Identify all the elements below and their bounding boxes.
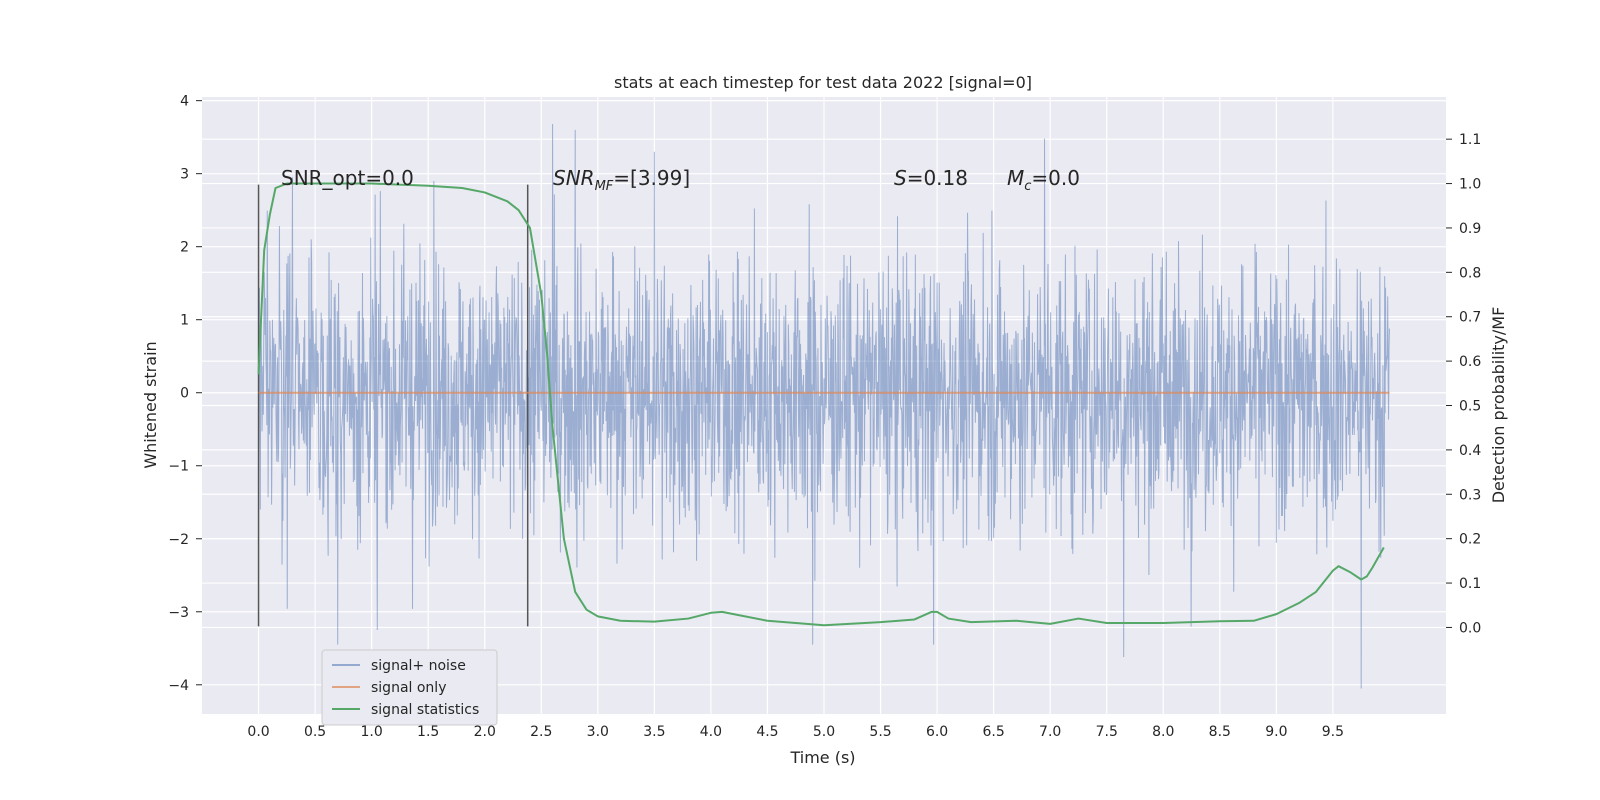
y-tick-label: −2 [168,532,189,548]
x-tick-label: 5.0 [813,724,835,740]
right-axis-tick-label: 1.1 [1459,132,1481,148]
y-tick-label: 4 [180,94,189,110]
right-axis-tick-label: 0.3 [1459,487,1481,503]
x-tick-label: 9.5 [1322,724,1344,740]
signal-statistics-line [257,182,1385,627]
right-axis-tick-label: 0.9 [1459,221,1481,237]
y-tick-label: 0 [180,386,189,402]
s-annotation: S=0.18 [894,166,968,190]
x-tick-label: 1.5 [417,724,439,740]
x-tick-label: 3.0 [587,724,609,740]
legend-label-signal-only: signal only [371,680,446,696]
snr-mf-annotation: SNRMF=[3.99] [553,166,690,194]
x-tick-label: 7.5 [1096,724,1118,740]
x-tick-label: 5.5 [869,724,891,740]
x-tick-label: 1.0 [361,724,383,740]
x-tick-label: 2.0 [474,724,496,740]
signal-statistics-series [257,182,1385,627]
mc-annotation: Mc=0.0 [1007,166,1080,194]
x-tick-label: 7.0 [1039,724,1061,740]
y-tick-label: 1 [180,313,189,329]
x-tick-label: 0.5 [304,724,326,740]
x-tick-label: 6.5 [983,724,1005,740]
x-tick-label: 8.0 [1152,724,1174,740]
right-axis-tick-label: 0.4 [1459,443,1481,459]
y-tick-label: −4 [168,678,189,694]
chart-title: stats at each timestep for test data 202… [614,73,1032,92]
x-axis-ticks: 0.0 0.5 1.0 1.5 2.0 2.5 3.0 3.5 4.0 4.5 5.0 5.5 6.0 6… [247,724,1344,740]
y-tick-label: −1 [168,459,189,475]
y-axis-ticks: 4 3 2 1 0 −1 −2 −3 −4 [168,94,202,694]
x-tick-label: 4.0 [700,724,722,740]
y-tick-label: −3 [168,605,189,621]
y-axis-label: Whitened strain [141,341,160,468]
right-axis-tick-label: 0.6 [1459,354,1481,370]
x-tick-label: 4.5 [756,724,778,740]
right-axis-tick-label: 0.8 [1459,265,1481,281]
right-axis-tick-label: 0.5 [1459,399,1481,415]
x-tick-label: 2.5 [530,724,552,740]
x-tick-label: 0.0 [247,724,269,740]
x-tick-label: 9.0 [1265,724,1287,740]
right-axis-label: Detection probability/MF [1489,307,1508,504]
x-tick-label: 8.5 [1209,724,1231,740]
x-tick-label: 3.5 [643,724,665,740]
right-axis-tick-label: 0.1 [1459,576,1481,592]
right-axis-tick-label: 0.2 [1459,532,1481,548]
x-tick-label: 6.0 [926,724,948,740]
legend: signal+ noise signal only signal statist… [321,649,498,726]
snr-opt-annotation: SNR_opt=0.0 [281,166,414,190]
x-axis-label: Time (s) [789,748,855,767]
right-axis-tick-label: 1.0 [1459,177,1481,193]
right-axis-tick-label: 0.7 [1459,310,1481,326]
segment-marker-lines [257,184,529,627]
right-axis-ticks: 1.1 1.0 0.9 0.8 0.7 0.6 0.5 0.4 0.3 0.2 0.1 0.0 [1446,132,1481,636]
y-tick-label: 3 [180,167,189,183]
legend-label-signal-statistics: signal statistics [371,702,479,718]
legend-label-signal-plus-noise: signal+ noise [371,658,466,674]
y-tick-label: 2 [180,240,189,256]
legend-box [321,649,498,726]
right-axis-tick-label: 0.0 [1459,620,1481,636]
